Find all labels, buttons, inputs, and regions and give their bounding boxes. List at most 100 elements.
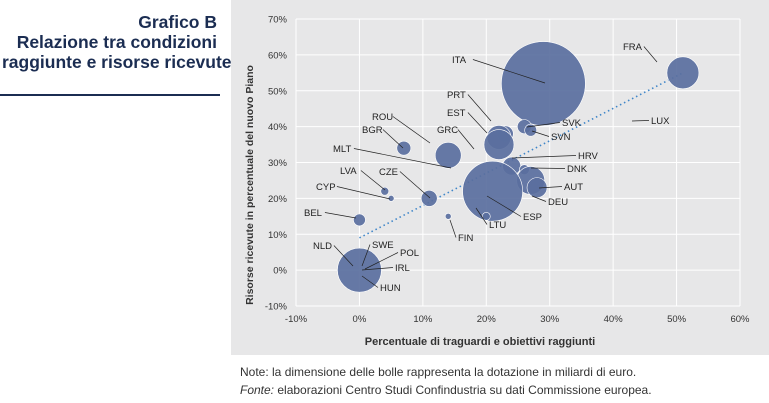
point-label-nld: NLD [313,241,332,252]
point-label-rou: ROU [372,112,393,123]
leader-est [467,112,488,134]
bubble-grc [483,129,515,160]
leader-svn [531,130,550,137]
bubble-fra [666,56,700,90]
leader-aut [538,186,563,189]
x-tick-label: 0% [353,314,367,325]
y-tick-label: 30% [268,158,288,169]
point-label-deu: DEU [548,197,568,208]
point-label-dnk: DNK [567,164,588,175]
x-axis-label: Percentuale di traguardi e obiettivi rag… [365,336,595,348]
point-label-hun: HUN [380,283,401,294]
leader-lva [360,170,386,191]
source-text: elaborazioni Centro Studi Confindustria … [274,383,652,397]
point-label-lva: LVA [340,166,357,177]
leader-nld [333,245,354,267]
point-label-lux: LUX [651,116,670,127]
point-label-mlt: MLT [333,144,351,155]
x-tick-label: 30% [540,314,560,325]
bubble-pol [337,247,382,293]
y-tick-label: 70% [268,15,288,26]
leader-cze [399,171,431,199]
point-label-hrv: HRV [578,151,599,162]
bubble-cze [420,190,438,207]
leader-prt [467,94,492,122]
trend-line-path [359,72,684,239]
title-rule [0,94,220,96]
x-tick-label: -10% [285,314,308,325]
y-tick-label: 10% [268,230,288,241]
leader-hrv [511,155,577,159]
point-label-svk: SVK [562,118,582,129]
trend-line [359,72,684,239]
leader-bel [324,212,357,219]
x-tick-label: 10% [413,314,433,325]
point-label-ltu: LTU [489,220,506,231]
point-label-bel: BEL [304,208,322,219]
leader-swe [361,244,371,267]
leader-hun [361,275,379,288]
figure-title-line-2: raggiunte e risorse ricevute [2,52,232,72]
x-tick-label: 60% [730,314,750,325]
leader-ita [472,59,546,84]
bubble-ltu [481,212,491,221]
leader-cyp [336,186,391,200]
note-text: Note: la dimensione delle bolle rapprese… [240,365,637,379]
leader-fin [449,219,457,238]
y-tick-label: -10% [265,302,288,313]
leader-irl [361,267,394,271]
point-label-cze: CZE [379,167,398,178]
point-label-pol: POL [400,248,419,259]
bubble-lva [380,186,390,196]
leader-bgr [382,129,404,149]
figure-title-block: Grafico B Relazione tra condizioni raggi… [2,12,232,72]
point-label-fra: FRA [623,42,643,53]
point-label-grc: GRC [437,125,458,136]
bubbles [337,41,700,293]
y-tick-label: 50% [268,86,288,97]
leader-svk [526,122,561,128]
point-label-prt: PRT [447,90,466,101]
bubble-bel [353,213,366,227]
y-tick-label: 20% [268,194,288,205]
bubble-bgr [396,140,412,156]
leader-grc [457,129,475,150]
source-label: Fonte: [240,383,275,397]
point-label-fin: FIN [458,233,473,244]
leader-dnk [530,167,566,169]
leader-ltu [475,207,488,225]
x-tick-label: 40% [604,314,624,325]
x-tick-label: 20% [477,314,497,325]
bubble-rou [434,142,462,169]
leader-pol [364,252,399,270]
point-labels: FRA ITA PRT EST SVK SVN LUX ROU BGR GRC MLT HRV DNK A… [304,42,670,294]
point-label-est: EST [447,108,466,119]
point-label-aut: AUT [564,182,583,193]
figure-label: Grafico B [138,12,217,32]
source-line: Fonte: elaborazioni Centro Studi Confind… [240,381,652,399]
bubble-ita [501,41,586,126]
leader-rou [392,116,431,144]
leader-mlt [353,148,452,169]
leader-fra [643,46,658,63]
leader-deu [531,195,547,202]
chart-notes: Note: la dimensione delle bolle rapprese… [240,363,652,399]
bubble-fin [444,213,452,220]
point-label-svn: SVN [551,132,571,143]
point-label-ita: ITA [452,55,467,66]
figure-title-line-1: Relazione tra condizioni [16,32,217,52]
leader-esp [486,195,522,217]
point-label-bgr: BGR [362,125,383,136]
y-axis-label: Risorse ricevute in percentuale del nuov… [244,65,256,305]
bubble-cyp [387,195,395,202]
leader-lux [631,120,650,122]
point-label-irl: IRL [395,263,410,274]
point-label-swe: SWE [372,240,394,251]
y-tick-label: 40% [268,122,288,133]
axis-ticks: -10% 0% 10% 20% 30% 40% 50% 60% 70% -10% 0% 10% 20% 3… [265,15,750,326]
x-tick-label: 50% [667,314,687,325]
point-label-esp: ESP [523,212,542,223]
bubble-esp [462,160,523,222]
point-label-cyp: CYP [316,182,336,193]
